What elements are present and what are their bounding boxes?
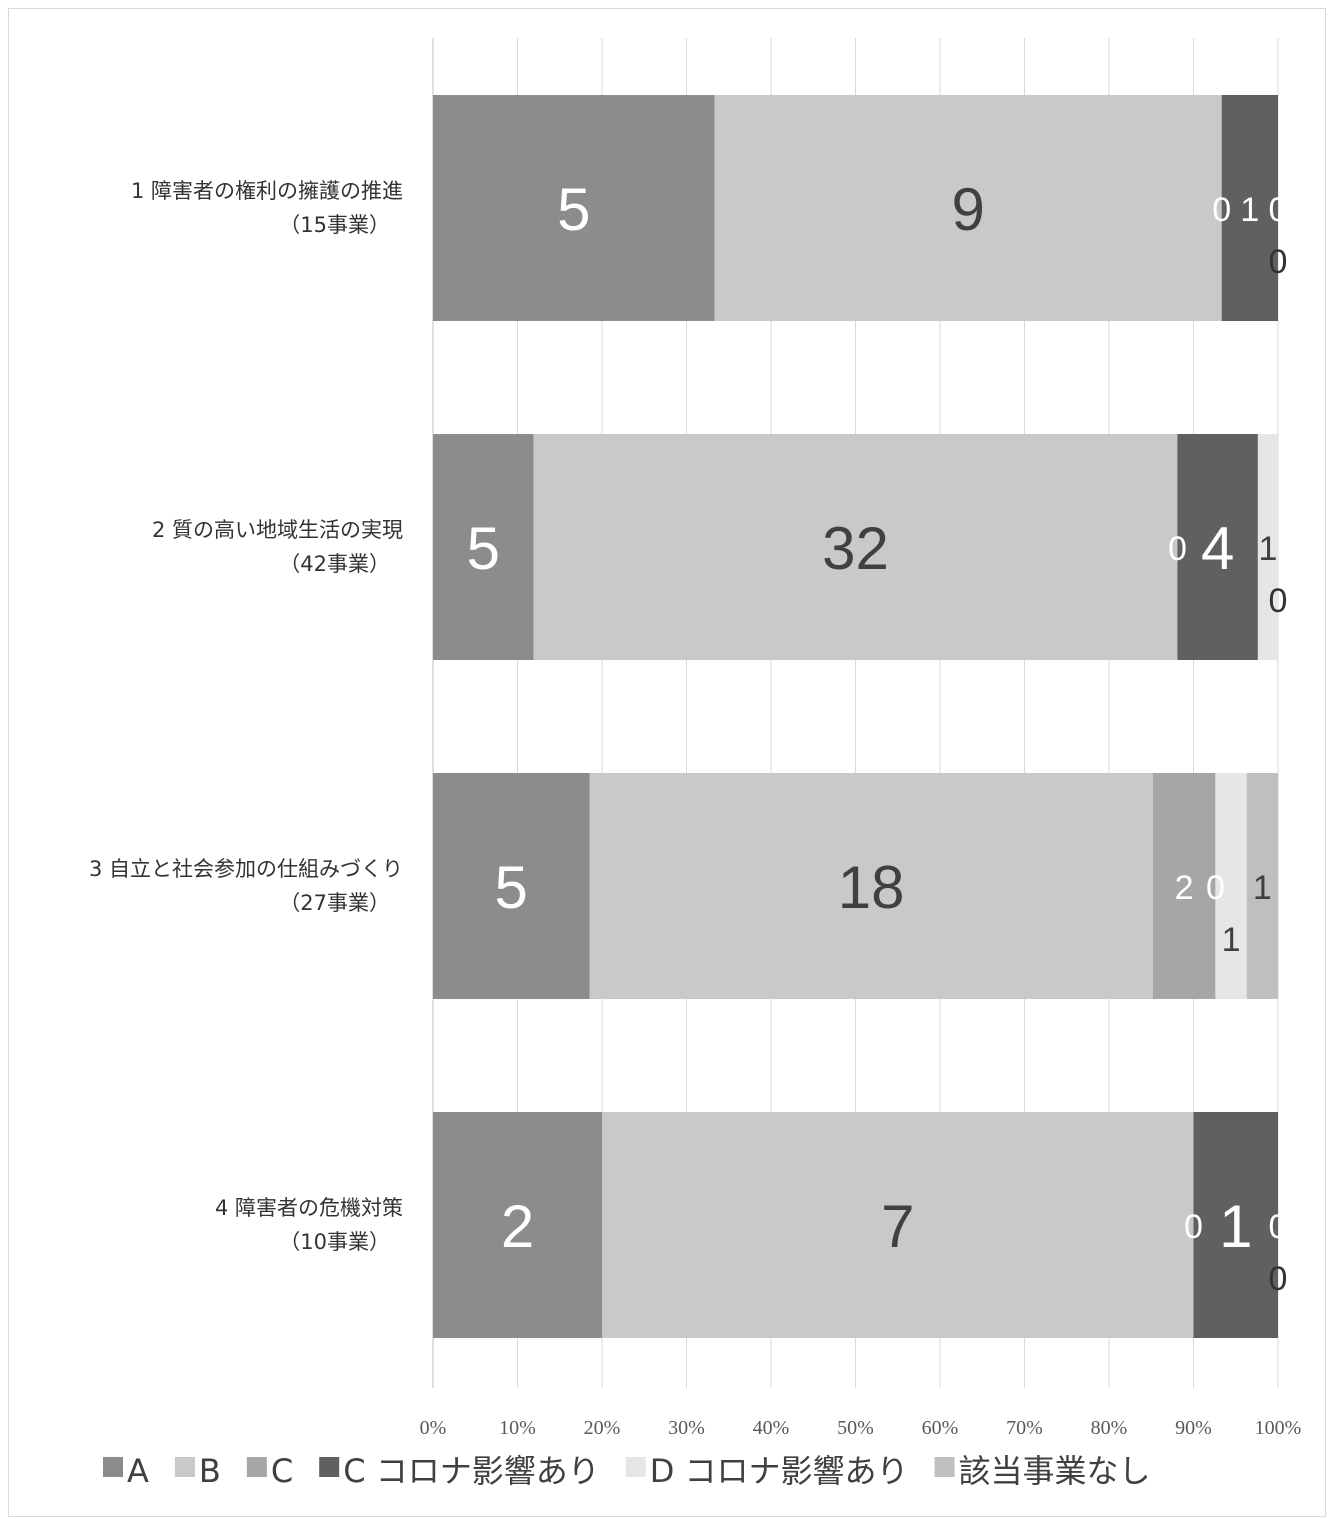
legend-label: 該当事業なし (959, 1452, 1151, 1490)
x-tick-label: 80% (1091, 1417, 1128, 1439)
data-label: 7 (881, 1193, 914, 1260)
legend-label: D コロナ影響あり (650, 1452, 909, 1490)
legend-swatch (174, 1457, 195, 1477)
bar-segment (1193, 1112, 1278, 1338)
x-tick-label: 100% (1255, 1417, 1302, 1439)
data-label: 0 (1269, 1208, 1288, 1246)
data-label: 9 (951, 176, 984, 243)
legend-swatch (934, 1457, 955, 1477)
data-label: 0 (1269, 243, 1288, 281)
legend-label: A (127, 1452, 149, 1490)
category-label: 1 障害者の権利の擁護の推進 (131, 179, 403, 203)
bar-segment (602, 1112, 1194, 1338)
data-label: 1 (1240, 191, 1259, 229)
legend-label: C コロナ影響あり (343, 1452, 600, 1490)
bar-segment (1257, 434, 1278, 660)
category-count-label: （27事業） (279, 891, 390, 915)
bars (433, 95, 1278, 1338)
data-label: 5 (467, 515, 500, 582)
data-label: 0 (1212, 191, 1231, 229)
x-tick-label: 0% (420, 1417, 447, 1439)
legend-swatch (319, 1457, 340, 1477)
data-label: 0 (1168, 530, 1187, 568)
data-label: 32 (822, 515, 889, 582)
data-label: 1 (1253, 869, 1272, 907)
bar-segment (589, 773, 1153, 999)
category-count-label: （15事業） (279, 213, 390, 237)
legend: A B C C コロナ影響あり D コロナ影響あり 該当事業なし (103, 1452, 1151, 1490)
legend-label: C (271, 1452, 293, 1490)
data-label: 0 (1184, 1208, 1203, 1246)
x-tick-label: 50% (837, 1417, 874, 1439)
data-label: 1 (1258, 530, 1277, 568)
x-tick-label: 60% (922, 1417, 959, 1439)
x-tick-label: 40% (753, 1417, 790, 1439)
x-tick-label: 90% (1175, 1417, 1212, 1439)
bar-segment (1221, 95, 1278, 321)
x-tick-label: 10% (499, 1417, 536, 1439)
bar-segment (433, 1112, 602, 1338)
legend-swatch (246, 1457, 267, 1477)
chart-frame (8, 8, 1326, 1517)
data-label: 4 (1201, 515, 1234, 582)
bar-segment (433, 773, 590, 999)
category-count-label: （42事業） (279, 552, 390, 576)
legend-swatch (103, 1457, 123, 1477)
bar-segment (714, 95, 1222, 321)
data-label: 1 (1222, 921, 1241, 959)
category-label: 2 質の高い地域生活の実現 (152, 518, 403, 542)
x-tick-label: 70% (1006, 1417, 1043, 1439)
bar-segment (433, 434, 534, 660)
data-label: 2 (1175, 869, 1194, 907)
bar-segment (1215, 773, 1247, 999)
legend-swatch (625, 1457, 646, 1477)
data-label: 0 (1269, 1260, 1288, 1298)
data-label: 5 (495, 854, 528, 921)
x-tick-label: 30% (668, 1417, 705, 1439)
data-label: 0 (1269, 582, 1288, 620)
bar-segment (1246, 773, 1278, 999)
category-label: 4 障害者の危機対策 (215, 1196, 403, 1220)
legend-label: B (199, 1452, 221, 1490)
x-axis-ticks: 0% 10% 20% 30% 40% 50% 60% 70% 80% 90% 100% (420, 1417, 1302, 1439)
category-label: 3 自立と社会参加の仕組みづくり (89, 857, 403, 881)
x-tick-label: 20% (584, 1417, 621, 1439)
data-label: 0 (1206, 869, 1225, 907)
bar-segment (1152, 773, 1216, 999)
bar-segment (1177, 434, 1258, 660)
data-label: 5 (557, 176, 590, 243)
bar-segment (433, 95, 715, 321)
data-label: 2 (501, 1193, 534, 1260)
data-label: 0 (1269, 191, 1288, 229)
data-label: 1 (1219, 1193, 1252, 1260)
bar-segment (533, 434, 1178, 660)
data-label: 18 (838, 854, 905, 921)
category-labels: 1 障害者の権利の擁護の推進 （15事業） 2 質の高い地域生活の実現 （42事業） 3… (89, 179, 403, 1254)
category-count-label: （10事業） (279, 1230, 390, 1254)
